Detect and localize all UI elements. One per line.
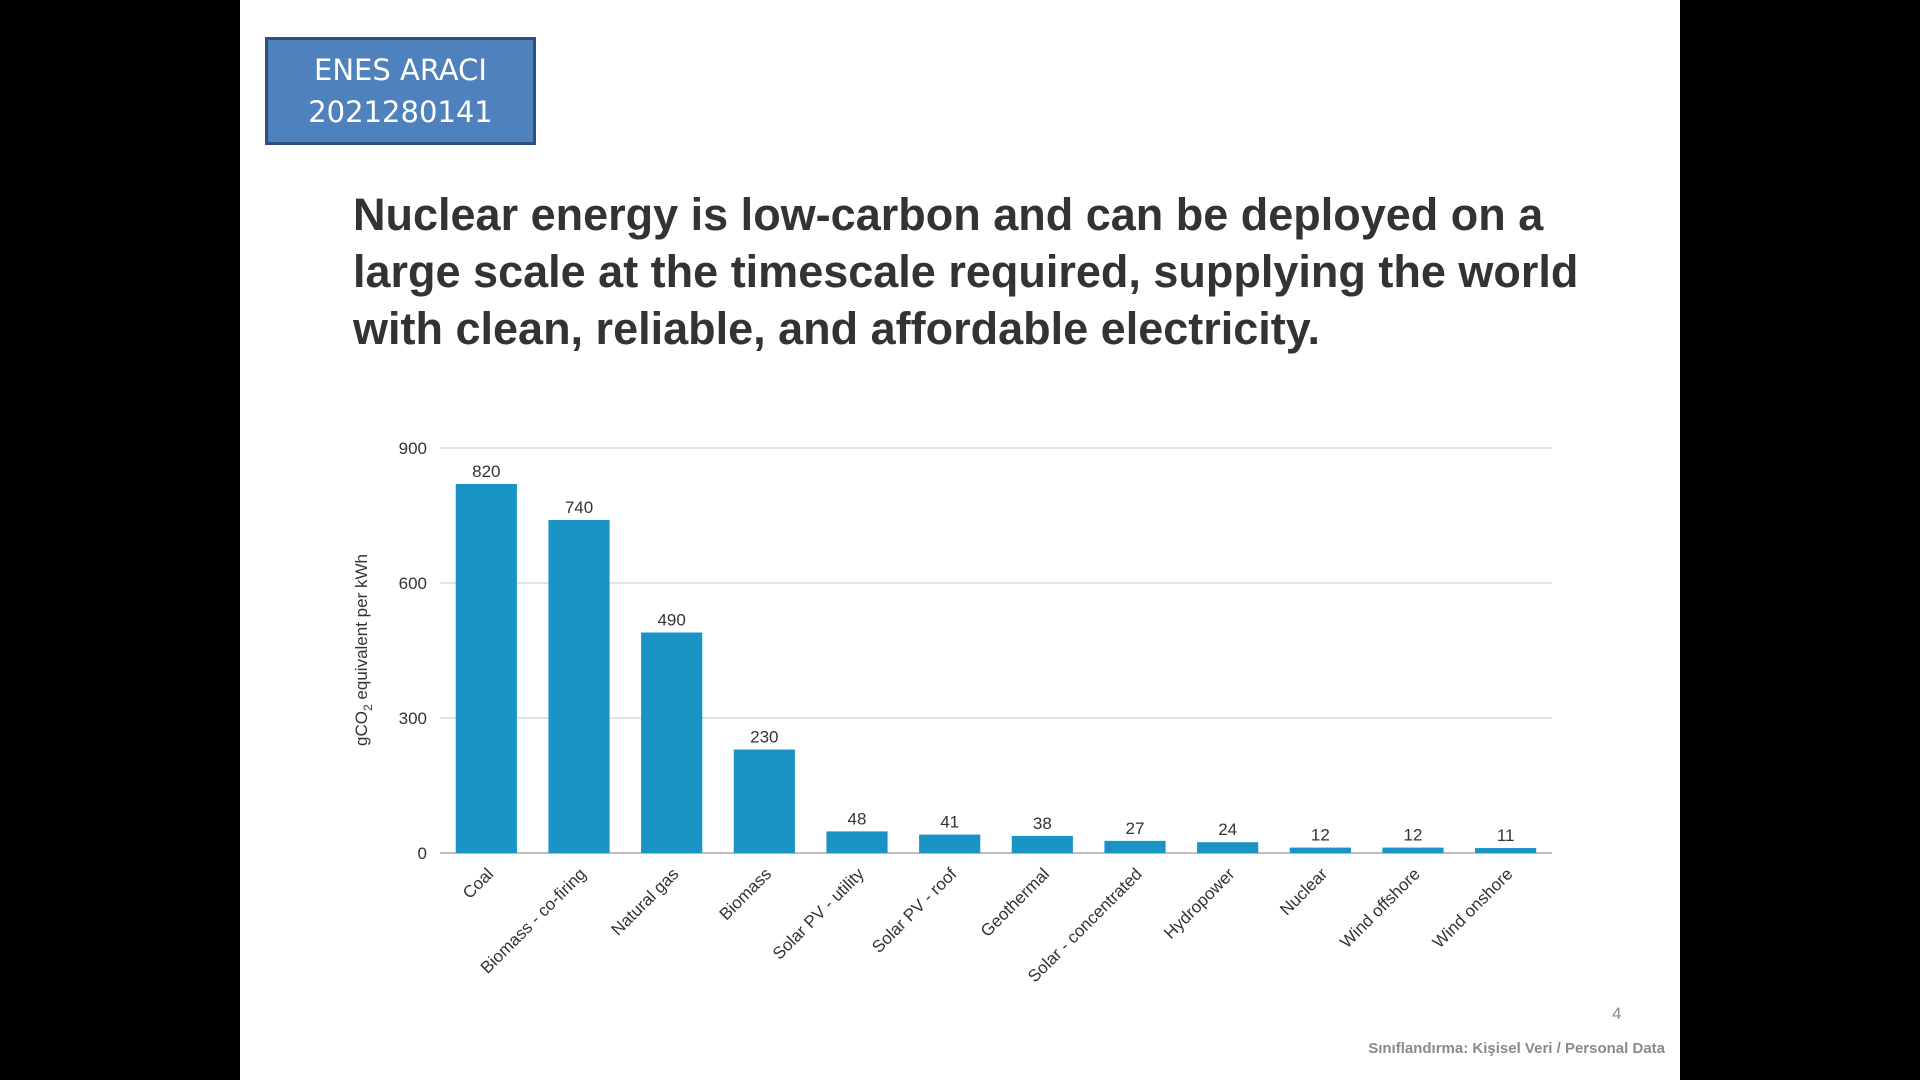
x-tick-label: Biomass - co-firing — [477, 864, 590, 977]
x-tick-label: Hydropower — [1160, 864, 1238, 942]
author-id: 2021280141 — [308, 95, 493, 129]
y-tick-label: 900 — [399, 439, 427, 458]
data-label: 38 — [1033, 814, 1052, 833]
bar-biomass — [733, 749, 795, 853]
page-number: 4 — [1612, 1004, 1622, 1023]
y-axis-label: gCO2 equivalent per kWh — [352, 554, 375, 746]
chart-data-labels: 820 740 490 230 48 41 38 27 24 12 12 11 — [472, 462, 1514, 845]
data-label: 230 — [750, 728, 778, 747]
bar-solar-pv-utility — [826, 831, 888, 853]
bar-wind-onshore — [1475, 848, 1537, 853]
x-tick-label: Wind offshore — [1336, 864, 1423, 951]
data-label: 740 — [565, 498, 593, 517]
data-label: 12 — [1404, 826, 1423, 845]
chart-bars — [455, 484, 1537, 853]
data-label: 12 — [1311, 826, 1330, 845]
author-name: ENES ARACI — [314, 52, 487, 87]
classification-label: Sınıflandırma: Kişisel Veri / Personal D… — [1368, 1040, 1665, 1057]
bar-geothermal — [1011, 835, 1073, 853]
x-tick-label: Wind onshore — [1429, 864, 1517, 952]
chart-gridlines — [440, 447, 1552, 854]
bar-coal — [455, 484, 517, 853]
x-tick-label: Solar PV - roof — [868, 864, 960, 956]
bar-solar-pv-roof — [919, 834, 981, 853]
x-tick-label: Natural gas — [608, 864, 683, 939]
data-label: 41 — [940, 813, 959, 832]
x-tick-label: Geothermal — [977, 864, 1053, 940]
data-label: 48 — [848, 809, 867, 828]
chart-y-ticks: 0 300 600 900 — [399, 439, 427, 863]
bar-solar-concentrated — [1104, 840, 1166, 853]
y-tick-label: 0 — [418, 844, 427, 863]
bar-biomass-co-firing — [548, 520, 610, 853]
data-label: 490 — [657, 611, 685, 630]
bar-wind-offshore — [1382, 847, 1444, 853]
data-label: 820 — [472, 462, 500, 481]
x-tick-label: Nuclear — [1276, 864, 1331, 919]
data-label: 11 — [1497, 826, 1515, 845]
y-tick-label: 600 — [399, 574, 427, 593]
x-tick-label: Solar PV - utility — [769, 864, 868, 963]
slide: ENES ARACI 2021280141 Nuclear energy is … — [240, 0, 1680, 1080]
bar-hydropower — [1197, 842, 1259, 853]
bar-natural-gas — [641, 632, 703, 853]
y-tick-label: 300 — [399, 709, 427, 728]
data-label: 27 — [1126, 819, 1145, 838]
x-tick-label: Biomass — [716, 864, 776, 924]
data-label: 24 — [1218, 820, 1237, 839]
slide-headline: Nuclear energy is low-carbon and can be … — [353, 189, 1579, 354]
bar-nuclear — [1289, 847, 1351, 853]
x-tick-label: Coal — [459, 864, 497, 902]
author-box: ENES ARACI 2021280141 — [265, 37, 536, 145]
